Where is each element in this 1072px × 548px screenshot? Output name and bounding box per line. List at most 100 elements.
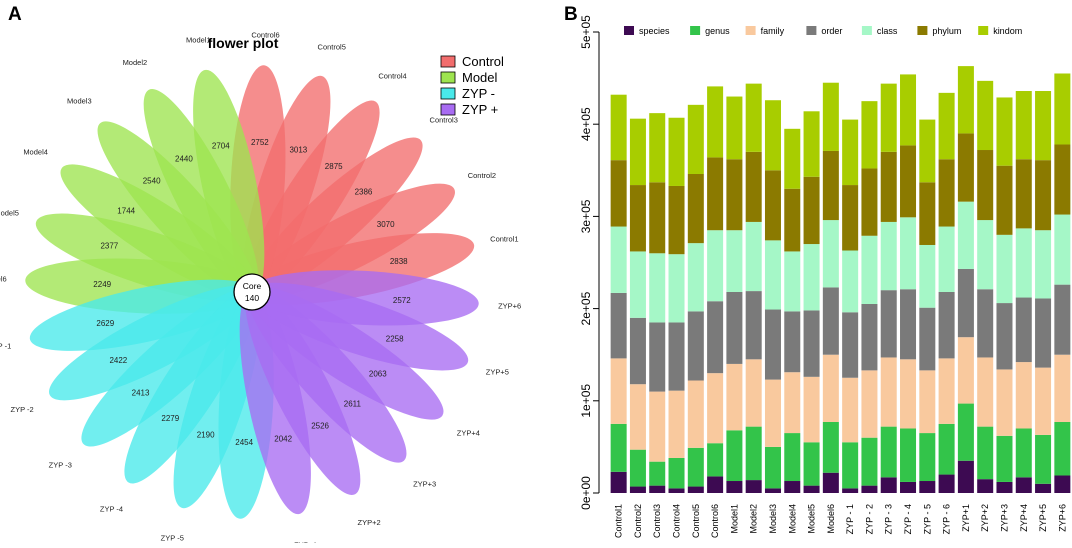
bar-zyp-2-genus <box>977 426 994 480</box>
bar-zyp-6-genus <box>938 423 955 475</box>
petal-name-zyp-5: ZYP+5 <box>486 368 509 377</box>
legend-label-species: species <box>639 26 670 36</box>
bar-stack-zyp-2 <box>861 101 878 493</box>
petal-value-control5: 3013 <box>289 145 307 154</box>
bar-model3-order <box>764 309 781 380</box>
bar-zyp-4-phylum <box>1015 159 1032 229</box>
bar-control6-kindom <box>707 86 724 158</box>
bar-model1-species <box>726 481 743 493</box>
bar-zyp-6-order <box>938 292 955 359</box>
bar-model6-species <box>822 472 839 493</box>
bar-zyp-3-class <box>880 221 897 291</box>
bar-zyp-6-order <box>1054 284 1071 355</box>
x-tick-label-control2: Control2 <box>633 504 643 538</box>
petal-value-model6: 2249 <box>93 280 111 289</box>
bar-model3-kindom <box>764 100 781 171</box>
bar-model4-kindom <box>784 128 801 189</box>
bar-model4-class <box>784 251 801 312</box>
bar-control4-genus <box>668 457 685 489</box>
petal-name-zyp-1: ZYP -1 <box>0 342 11 351</box>
bar-zyp-2-class <box>977 220 994 290</box>
bar-control2-genus <box>629 449 646 487</box>
bar-zyp-5-order <box>1035 298 1052 368</box>
x-tick-label-zyp-3: ZYP+3 <box>999 504 1009 532</box>
bar-zyp-4-species <box>900 481 917 493</box>
petal-value-zyp-2: 2422 <box>109 356 127 365</box>
bar-control5-family <box>687 380 704 448</box>
bar-control6-species <box>707 476 724 493</box>
bar-zyp-1-family <box>842 377 859 443</box>
bar-model2-species <box>745 480 762 493</box>
bar-control6-family <box>707 373 724 444</box>
legend-label-phylum: phylum <box>932 26 961 36</box>
bar-zyp-6-class <box>938 226 955 293</box>
bar-control1-class <box>610 226 627 293</box>
x-tick-label-zyp-5: ZYP - 5 <box>922 504 932 534</box>
bar-control2-family <box>629 384 646 450</box>
bar-model2-class <box>745 221 762 292</box>
bar-stacks <box>610 66 1071 493</box>
bar-zyp-1-family <box>957 337 974 404</box>
y-tick-label: 1e+05 <box>579 384 593 418</box>
bar-model6-phylum <box>822 150 839 221</box>
bar-control2-species <box>629 486 646 493</box>
bar-control4-kindom <box>668 117 685 186</box>
legend-label-zyp: ZYP + <box>462 102 498 117</box>
bar-model3-family <box>764 379 781 447</box>
petal-value-zyp-6: 2454 <box>235 438 253 447</box>
bar-zyp-1-phylum <box>957 133 974 202</box>
bar-model6-family <box>822 354 839 423</box>
bar-zyp-5-genus <box>1035 434 1052 484</box>
bar-zyp-4-order <box>900 289 917 360</box>
bar-zyp-5-genus <box>919 433 936 482</box>
petal-value-zyp-3: 2413 <box>132 388 150 397</box>
legend-label-class: class <box>877 26 898 36</box>
flower-plot: A flower plot Control1Control2Control3Co… <box>0 4 521 548</box>
bar-stack-model1 <box>726 96 743 493</box>
bar-zyp-5-family <box>1035 367 1052 435</box>
petal-value-model5: 2377 <box>100 242 118 251</box>
bar-stack-zyp-5 <box>919 119 936 493</box>
y-tick-label: 2e+05 <box>579 291 593 325</box>
petal-name-zyp-4: ZYP+4 <box>457 429 480 438</box>
bar-zyp-3-phylum <box>880 151 897 222</box>
x-tick-label-control5: Control5 <box>691 504 701 538</box>
bar-zyp-5-kindom <box>919 119 936 183</box>
x-tick-label-zyp-6: ZYP+6 <box>1057 504 1067 532</box>
bar-control3-family <box>649 391 666 462</box>
bar-stack-zyp-4 <box>900 74 917 493</box>
core-circle-group: Core 140 <box>233 273 271 311</box>
petal-name-zyp-2: ZYP -2 <box>11 405 34 414</box>
legend-swatch-class <box>861 26 872 35</box>
y-tick-label: 4e+05 <box>579 107 593 141</box>
bar-zyp-4-kindom <box>900 74 917 146</box>
legend-swatch-kindom <box>978 26 989 35</box>
bar-control5-order <box>687 311 704 381</box>
y-axis: 0e+00 1e+05 2e+05 3e+05 4e+05 5e+05 <box>579 15 600 510</box>
bar-zyp-1-order <box>957 268 974 338</box>
legend-swatch-zyp <box>440 87 456 100</box>
x-tick-label-zyp-6: ZYP - 6 <box>942 504 952 534</box>
bar-zyp-4-kindom <box>1015 91 1032 160</box>
panel-label-b: B <box>564 4 578 25</box>
core-value: 140 <box>245 293 259 303</box>
bar-stack-zyp-3 <box>996 97 1013 493</box>
petal-name-control2: Control2 <box>468 171 496 180</box>
bar-zyp-6-phylum <box>1054 144 1071 215</box>
bar-model4-order <box>784 311 801 373</box>
bar-stack-control5 <box>687 104 704 493</box>
bar-zyp-3-class <box>996 234 1013 304</box>
bar-control3-class <box>649 253 666 323</box>
legend-label-family: family <box>761 26 785 36</box>
bar-model5-order <box>803 310 820 377</box>
petal-value-zyp-4: 2279 <box>161 414 179 423</box>
bar-control1-family <box>610 358 627 424</box>
x-tick-label-model4: Model4 <box>787 504 797 534</box>
bar-stack-control3 <box>649 113 666 493</box>
stacked-bar-chart: B 0e+00 1e+05 2e+05 3e+05 4e+05 5e+05 Control… <box>564 4 1071 538</box>
y-tick-label: 3e+05 <box>579 199 593 233</box>
bar-zyp-5-order <box>919 307 936 371</box>
bar-control3-phylum <box>649 182 666 254</box>
bar-control4-class <box>668 254 685 323</box>
